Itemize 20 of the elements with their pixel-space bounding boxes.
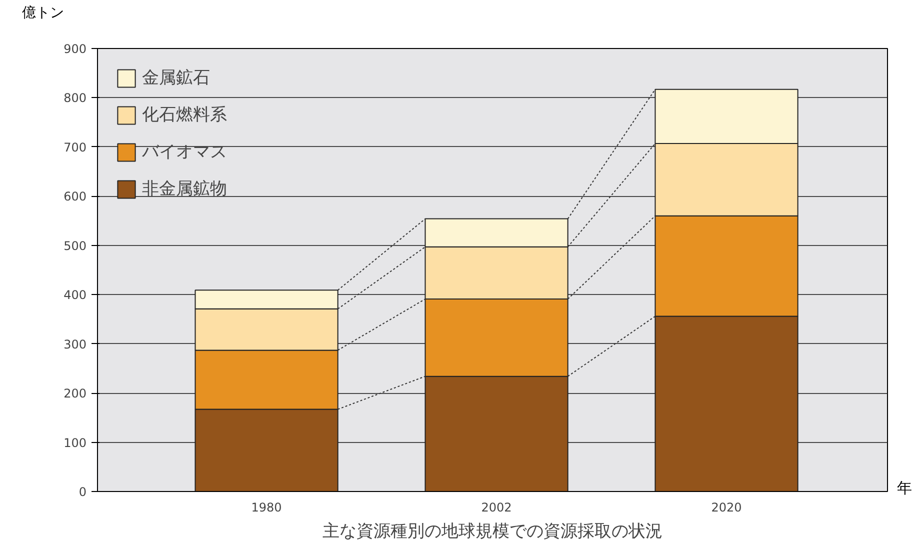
y-tick-label: 900 [64, 42, 86, 56]
y-tick-label: 200 [64, 386, 86, 401]
y-tick-label: 500 [64, 238, 86, 253]
legend-label: バイオマス [142, 141, 227, 163]
y-tick-label: 300 [64, 337, 86, 352]
x-tick-label: 1980 [251, 500, 282, 514]
y-tick-label: 400 [64, 288, 86, 302]
y-tick-label: 600 [64, 190, 86, 204]
text: 主な資源種別の地球規模での資源採取の状況 [322, 522, 662, 542]
x-axis-title: 年 [897, 478, 912, 499]
y-axis-title: 億トン [22, 4, 64, 23]
y-tick-label: 100 [64, 436, 86, 450]
y-tick-label: 0 [78, 485, 87, 499]
y-tick-label: 800 [64, 91, 86, 106]
legend-label: 非金属鉱物 [142, 178, 227, 200]
x-tick-label: 2020 [711, 500, 742, 514]
y-tick-label: 700 [64, 140, 86, 154]
legend-label: 金属鉱石 [142, 67, 210, 89]
legend-label: 化石燃料系 [142, 104, 227, 126]
x-tick-label: 2002 [481, 500, 512, 514]
